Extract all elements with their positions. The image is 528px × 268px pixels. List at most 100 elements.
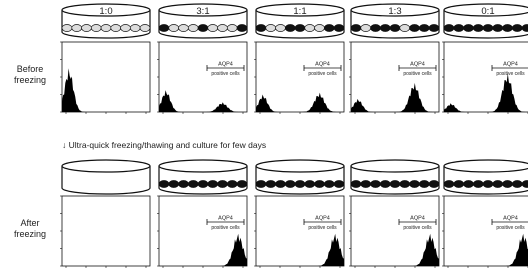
cell: [208, 25, 218, 32]
cell: [266, 25, 276, 32]
gate-label: positive cells: [403, 71, 432, 77]
column-label: 1:0: [99, 6, 112, 17]
dish-top: [444, 160, 528, 172]
row-label: freezing: [14, 75, 46, 85]
cell: [334, 25, 344, 32]
panel-frame: [444, 196, 528, 266]
cell: [266, 181, 276, 188]
step-text: ↓ Ultra-quick freezing/thawing and cultu…: [62, 140, 266, 150]
gate-label: positive cells: [403, 225, 432, 231]
cell: [419, 181, 429, 188]
cell: [503, 25, 513, 32]
panel-frame: [444, 42, 528, 112]
cell: [179, 181, 189, 188]
panel-frame: [159, 42, 247, 112]
cell: [429, 181, 439, 188]
cell: [276, 25, 286, 32]
dish-top: [62, 160, 150, 172]
cell: [473, 25, 483, 32]
panel-frame: [256, 42, 344, 112]
cell: [429, 25, 439, 32]
cell: [295, 25, 305, 32]
cell: [237, 181, 247, 188]
figure: ↓ Ultra-quick freezing/thawing and cultu…: [0, 0, 528, 268]
cell: [390, 25, 400, 32]
gate-label: AQP4: [503, 62, 518, 68]
gate-label: positive cells: [308, 225, 337, 231]
cell: [512, 181, 522, 188]
cell: [419, 25, 429, 32]
cell: [305, 25, 315, 32]
cell: [351, 181, 361, 188]
cell: [483, 181, 493, 188]
dish-top: [351, 160, 439, 172]
column-label: 1:1: [293, 6, 306, 17]
cell: [179, 25, 189, 32]
cell: [218, 25, 228, 32]
cell: [464, 25, 474, 32]
cell: [400, 25, 410, 32]
cell: [218, 181, 228, 188]
cell: [324, 181, 334, 188]
cell: [82, 25, 92, 32]
gate-label: AQP4: [315, 62, 330, 68]
cell: [503, 181, 513, 188]
gate-label: positive cells: [308, 71, 337, 77]
cell: [522, 181, 528, 188]
cell: [380, 25, 390, 32]
gate-label: AQP4: [410, 62, 425, 68]
cell: [121, 25, 131, 32]
cell: [410, 25, 420, 32]
cell: [256, 181, 266, 188]
gate-label: positive cells: [211, 71, 240, 77]
column-label: 0:1: [481, 6, 494, 17]
cell: [62, 25, 72, 32]
cell: [390, 181, 400, 188]
panel-frame: [351, 42, 439, 112]
cell: [285, 25, 295, 32]
cell: [444, 181, 454, 188]
gate-label: AQP4: [315, 216, 330, 222]
cell: [208, 181, 218, 188]
cell: [159, 181, 169, 188]
cell: [256, 25, 266, 32]
cell: [111, 25, 121, 32]
cell: [464, 181, 474, 188]
gate-label: AQP4: [218, 62, 233, 68]
cell: [454, 25, 464, 32]
cell: [324, 25, 334, 32]
dish-top: [256, 160, 344, 172]
cell: [169, 181, 179, 188]
cell: [473, 181, 483, 188]
cell: [454, 181, 464, 188]
column-label: 1:3: [388, 6, 401, 17]
cell: [361, 25, 371, 32]
cell: [169, 25, 179, 32]
cell: [315, 25, 325, 32]
row-label: freezing: [14, 229, 46, 239]
cell: [315, 181, 325, 188]
cell: [493, 25, 503, 32]
gate-label: positive cells: [496, 71, 525, 77]
cell: [140, 25, 150, 32]
cell: [334, 181, 344, 188]
cell: [227, 25, 237, 32]
cell: [410, 181, 420, 188]
cell: [400, 181, 410, 188]
cell: [295, 181, 305, 188]
cell: [227, 181, 237, 188]
cell: [483, 25, 493, 32]
cell: [198, 181, 208, 188]
panel-frame: [62, 196, 150, 266]
gate-label: AQP4: [218, 216, 233, 222]
gate-label: positive cells: [496, 225, 525, 231]
cell: [444, 25, 454, 32]
cell: [188, 25, 198, 32]
cell: [72, 25, 82, 32]
column-label: 3:1: [196, 6, 209, 17]
cell: [285, 181, 295, 188]
cell: [361, 181, 371, 188]
cell: [188, 181, 198, 188]
cell: [91, 25, 101, 32]
cell: [101, 25, 111, 32]
